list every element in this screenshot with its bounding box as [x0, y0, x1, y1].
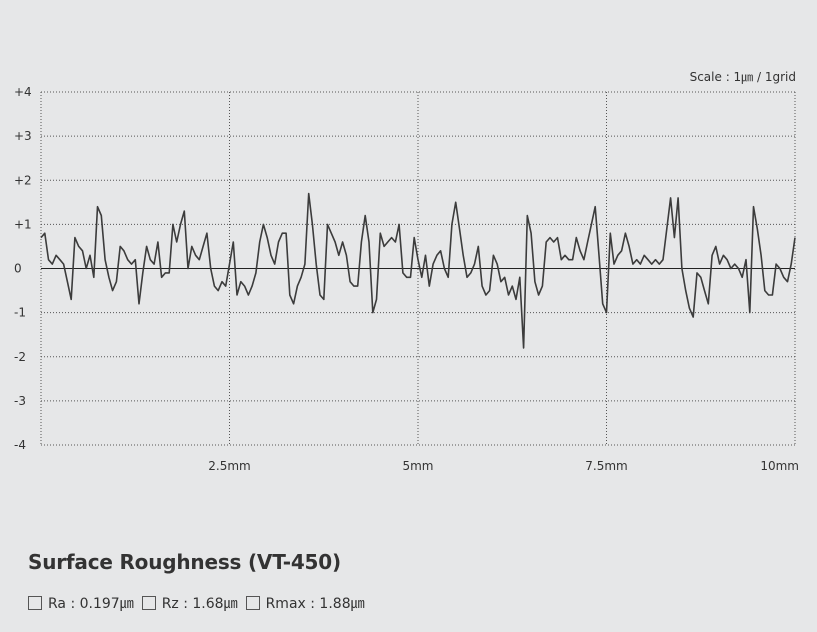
- metrics-row: Ra : 0.197㎛ Rz : 1.68㎛ Rmax : 1.88㎛: [28, 593, 365, 613]
- metric-rmax: Rmax : 1.88㎛: [245, 593, 365, 613]
- y-tick-label: +4: [14, 85, 32, 99]
- y-tick-label: -3: [14, 394, 26, 408]
- y-tick-label: +3: [14, 129, 32, 143]
- series: [40, 192, 796, 349]
- x-tick-label: 2.5mm: [208, 459, 250, 473]
- y-tick-label: -2: [14, 350, 26, 364]
- metric-ra: Ra : 0.197㎛: [28, 593, 134, 613]
- scale-note: Scale : 1㎛ / 1grid: [690, 70, 796, 84]
- x-tick-label: 7.5mm: [585, 459, 627, 473]
- roughness-profile-line: [40, 192, 796, 349]
- metric-rz-label: Rz : 1.68㎛: [161, 596, 238, 612]
- metric-rz: Rz : 1.68㎛: [141, 593, 238, 613]
- y-tick-label: -4: [14, 438, 26, 452]
- grid: [40, 91, 796, 446]
- y-tick-label: +1: [14, 217, 32, 231]
- y-tick-labels: +4 +3 +2 +1 0 -1 -2 -3 -4: [14, 85, 32, 452]
- chart-title: Surface Roughness (VT-450): [28, 550, 341, 574]
- x-tick-label: 5mm: [402, 459, 433, 473]
- checkbox-icon: [245, 596, 260, 610]
- metric-rmax-label: Rmax : 1.88㎛: [265, 596, 365, 612]
- y-tick-label: +2: [14, 173, 32, 187]
- y-tick-label: -1: [14, 306, 26, 320]
- checkbox-icon: [28, 596, 42, 610]
- y-tick-label: 0: [14, 262, 22, 276]
- metric-ra-label: Ra : 0.197㎛: [48, 596, 134, 612]
- x-tick-label: 10mm: [760, 459, 799, 473]
- checkbox-icon: [141, 596, 156, 610]
- roughness-chart: Scale : 1㎛ / 1grid +4 +3 +2 +1 0 -1 -2 -3 -4 2.5…: [14, 70, 799, 473]
- x-tick-labels: 2.5mm 5mm 7.5mm 10mm: [208, 459, 799, 473]
